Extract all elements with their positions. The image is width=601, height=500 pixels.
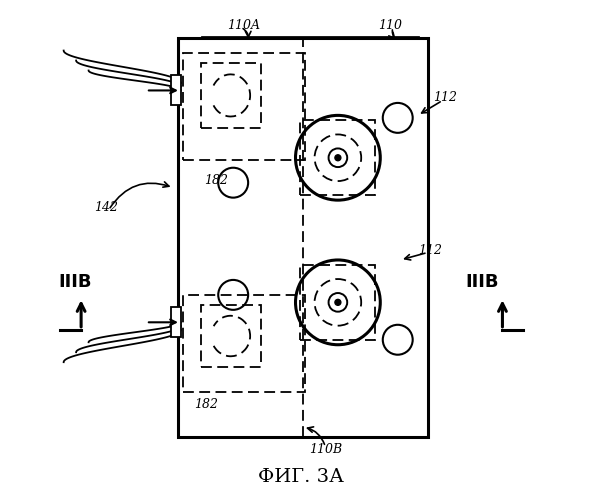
Text: 182: 182 (204, 174, 228, 186)
Bar (171, 308, 181, 338)
Bar (178, 38, 428, 437)
Text: 110A: 110A (227, 19, 260, 32)
Bar (183, 53, 305, 160)
Text: 110B: 110B (309, 443, 342, 456)
Text: IIIВ: IIIВ (59, 274, 92, 291)
Bar (201, 305, 261, 367)
Text: 112: 112 (418, 244, 442, 256)
Circle shape (335, 155, 341, 160)
Bar (201, 63, 261, 128)
Text: ФИГ. 3А: ФИГ. 3А (258, 468, 343, 486)
Text: 182: 182 (194, 398, 218, 411)
Bar (300, 265, 375, 340)
Bar (300, 120, 375, 195)
Text: 112: 112 (433, 92, 457, 104)
Bar (183, 295, 305, 392)
Text: IIIВ: IIIВ (465, 274, 499, 291)
Bar (171, 76, 181, 106)
Text: 142: 142 (94, 201, 118, 214)
Circle shape (335, 300, 341, 306)
Text: 110: 110 (378, 19, 402, 32)
